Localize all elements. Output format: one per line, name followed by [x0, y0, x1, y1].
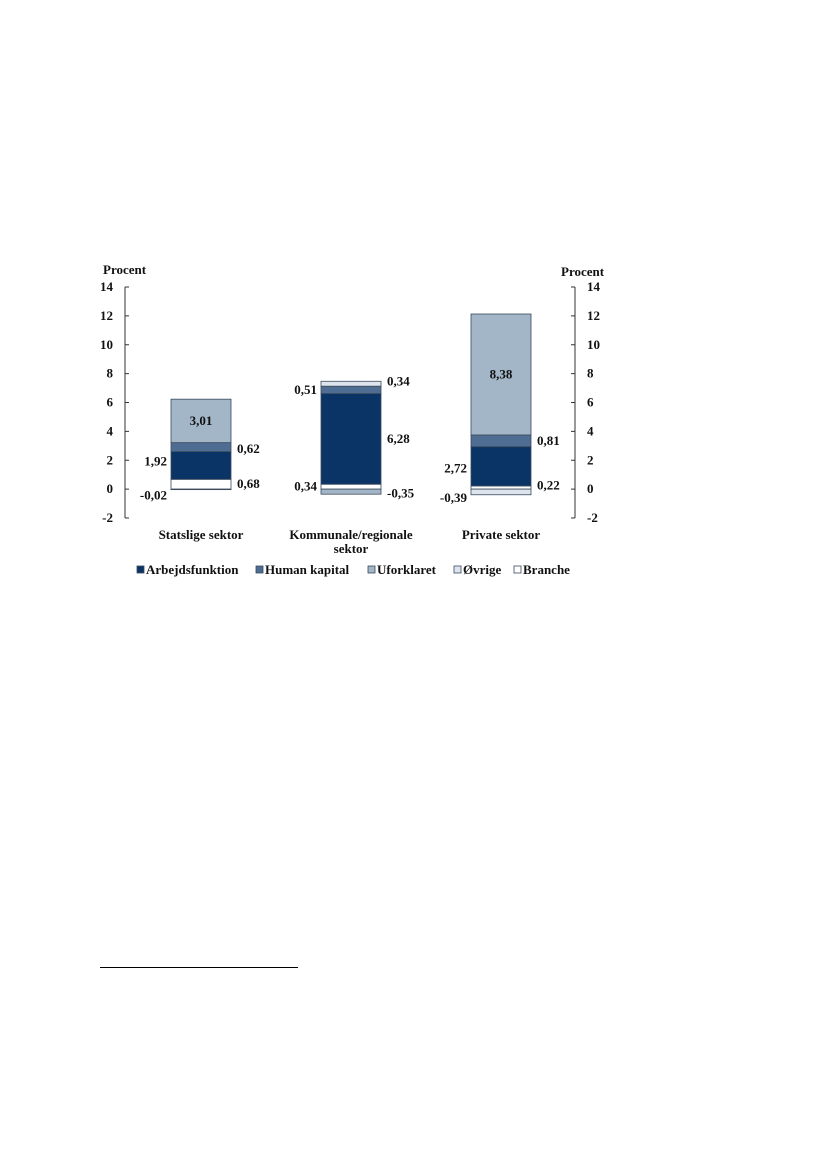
category-label: Kommunale/regionale	[289, 527, 412, 542]
y-axis-label-left: Procent	[103, 262, 147, 277]
y-tick-label-left: 2	[107, 452, 114, 467]
data-label: 0,81	[537, 433, 560, 448]
y-tick-label-right: 0	[587, 481, 594, 496]
data-label: -0,39	[440, 490, 468, 505]
bar-segment	[320, 393, 382, 485]
y-tick-label-right: 10	[587, 337, 600, 352]
y-tick-label-right: 8	[587, 366, 594, 381]
legend-swatch	[513, 565, 522, 574]
legend-label: Uforklaret	[377, 562, 437, 577]
bar-segment	[170, 478, 232, 490]
y-tick-label-right: 2	[587, 452, 594, 467]
data-label: 6,28	[387, 431, 410, 446]
y-tick-label-right: -2	[587, 510, 598, 525]
y-tick-label-right: 6	[587, 395, 594, 410]
bar-segment	[470, 313, 532, 436]
data-label: -0,35	[387, 486, 415, 501]
data-labels: 0,68 1,92 0,62 3,01 -0,02 0,34 6,28 0,51 -0,35 0,…	[140, 366, 560, 504]
y-tick-label-left: 0	[107, 481, 114, 496]
bars	[170, 313, 532, 496]
legend-label: Øvrige	[463, 562, 501, 577]
bar-segment	[170, 451, 232, 480]
data-label: 0,34	[294, 479, 317, 494]
data-label: 8,38	[490, 366, 513, 381]
data-label: 0,62	[237, 441, 260, 456]
y-tick-label-left: 8	[107, 366, 114, 381]
bar-segment	[320, 385, 382, 394]
category-label: Statslige sektor	[159, 527, 244, 542]
category-label: sektor	[334, 541, 369, 556]
bar-segment	[470, 434, 532, 448]
bar-segment	[320, 488, 382, 495]
bar-segment	[170, 398, 232, 444]
bar-segment	[470, 485, 532, 490]
bar-segment	[170, 442, 232, 452]
data-label: 1,92	[144, 453, 167, 468]
data-label: 0,34	[387, 374, 410, 389]
y-tick-label-left: 6	[107, 395, 114, 410]
bar-segment	[320, 483, 382, 490]
y-tick-label-right: 12	[587, 308, 600, 323]
data-label: 2,72	[444, 460, 467, 475]
category-label: Private sektor	[462, 527, 541, 542]
legend-swatch	[255, 565, 264, 574]
data-label: 3,01	[190, 413, 213, 428]
category-labels: Statslige sektor Kommunale/regionalesekto…	[159, 527, 541, 556]
y-tick-label-left: -2	[102, 510, 113, 525]
y-tick-label-left: 12	[100, 308, 113, 323]
data-label: 0,51	[294, 382, 317, 397]
y-tick-label-right: 4	[587, 423, 594, 438]
y-tick-label-left: 14	[100, 279, 114, 294]
legend-swatch	[367, 565, 376, 574]
bar-segment	[470, 446, 532, 487]
data-label: 0,22	[537, 478, 560, 493]
legend-swatch	[136, 565, 145, 574]
axes: -2 -2 0 0 2 2 4 4 6 6 8 8 10 10 12 12 14 14	[100, 279, 601, 525]
bar-segment	[170, 488, 232, 491]
bar-segment	[470, 488, 532, 496]
data-label: 0,68	[237, 476, 260, 491]
data-label: -0,02	[140, 487, 167, 502]
legend-swatch	[453, 565, 462, 574]
legend-label: Branche	[523, 562, 570, 577]
footnote-separator-line	[100, 967, 298, 968]
y-axis-label-right: Procent	[561, 264, 605, 279]
y-tick-label-left: 4	[107, 423, 114, 438]
bar-segment	[320, 380, 382, 387]
legend-label: Arbejdsfunktion	[146, 562, 239, 577]
legend-label: Human kapital	[265, 562, 350, 577]
y-tick-label-left: 10	[100, 337, 113, 352]
legend: Arbejdsfunktion Human kapital Uforklaret Øv…	[136, 562, 570, 577]
y-tick-label-right: 14	[587, 279, 601, 294]
